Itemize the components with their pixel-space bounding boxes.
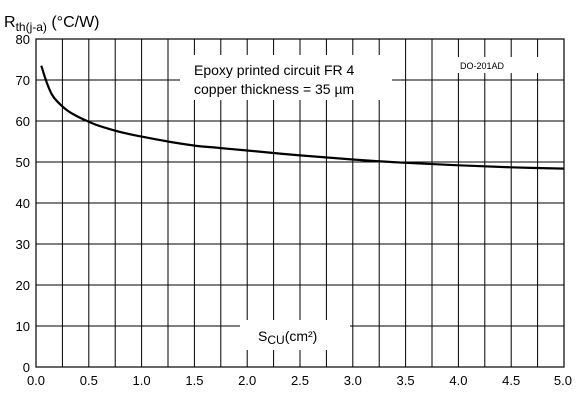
y-tick-label: 0 (23, 360, 30, 375)
x-axis-label-main: S (258, 328, 267, 344)
package-label-box (452, 57, 544, 73)
annotation-line-2: copper thickness = 35 µm (194, 81, 354, 97)
x-tick-label: 4.5 (502, 373, 520, 388)
y-tick-label: 80 (16, 32, 30, 47)
series-line (40, 65, 565, 170)
x-tick-label: 0.5 (80, 373, 98, 388)
series-layer (40, 65, 565, 170)
x-tick-label: 1.5 (185, 373, 203, 388)
x-tick-label: 1.0 (133, 373, 151, 388)
x-tick-label: 2.0 (238, 373, 256, 388)
plot-frame (35, 38, 565, 368)
y-tick-label: 60 (16, 114, 30, 129)
y-tick-label: 30 (16, 237, 30, 252)
y-axis-label-unit: (°C/W) (47, 14, 100, 31)
y-tick-label: 50 (16, 155, 30, 170)
annotation-box (180, 55, 392, 100)
x-tick-label: 2.5 (291, 373, 309, 388)
package-label: DO-201AD (460, 61, 505, 71)
x-tick-labels: 0.0 0.5 1.0 1.5 2.0 2.5 3.0 3.5 4.0 4.5 5.0 (27, 373, 572, 388)
y-tick-label: 70 (16, 73, 30, 88)
x-axis-label-box (240, 320, 350, 350)
x-axis-label: SCU(cm²) (258, 328, 317, 347)
y-axis-label-main: R (4, 14, 16, 31)
y-tick-label: 20 (16, 278, 30, 293)
x-tick-label: 3.0 (344, 373, 362, 388)
x-tick-label: 0.0 (27, 373, 45, 388)
x-tick-label: 4.0 (449, 373, 467, 388)
y-tick-label: 10 (16, 319, 30, 334)
y-tick-labels: 0 10 20 30 40 50 60 70 80 (16, 32, 30, 375)
annotation-line-1: Epoxy printed circuit FR 4 (194, 62, 354, 78)
x-tick-label: 5.0 (554, 373, 572, 388)
y-tick-label: 40 (16, 196, 30, 211)
y-axis-label: Rth(j-a) (°C/W) (4, 14, 100, 34)
x-tick-label: 3.5 (397, 373, 415, 388)
x-axis-label-unit: (cm²) (285, 328, 318, 344)
x-axis-label-sub: CU (267, 333, 284, 347)
y-axis-label-sub: th(j-a) (16, 20, 47, 34)
